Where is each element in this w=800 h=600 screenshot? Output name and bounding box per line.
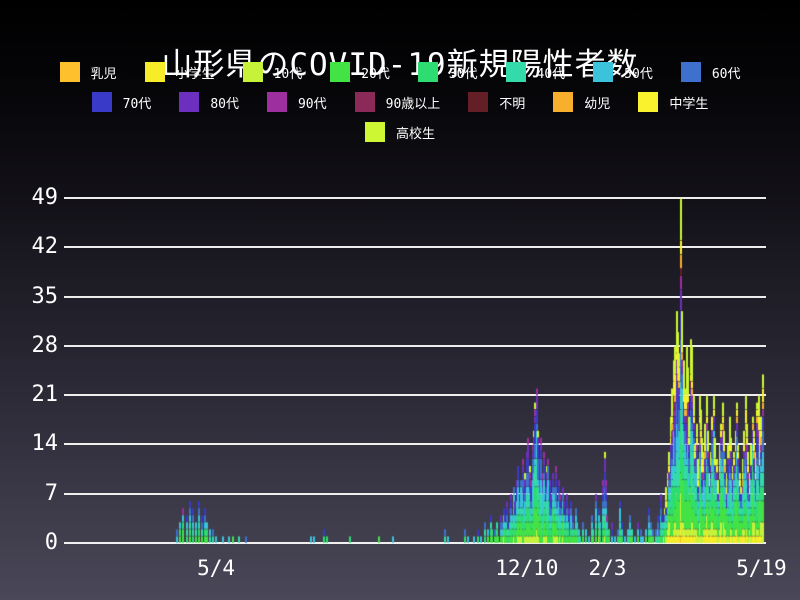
legend-label: 90歳以上 [385, 96, 441, 112]
y-tick-label: 0 [44, 530, 58, 555]
legend-row: 70代 80代 90代 90歳以上 不明 幼児 中学生 [91, 92, 708, 112]
legend-swatch-icon [417, 62, 438, 82]
legend-label: 小学生 [175, 66, 215, 82]
legend-item: 10代 [242, 62, 303, 82]
chart-title: 山形県のCOVID-19新規陽性者数 [161, 46, 639, 83]
legend-label: 高校生 [395, 126, 435, 142]
legend-row: 乳児 小学生 10代 20代 30代 40代 50代 60代 [59, 62, 741, 82]
bars-canvas [70, 190, 770, 546]
x-tick-label: 5/19 [736, 556, 787, 580]
legend-swatch-icon [59, 62, 80, 82]
legend-item: 40代 [505, 62, 566, 82]
legend-label: 不明 [499, 96, 526, 112]
legend-item: 30代 [417, 62, 478, 82]
legend-swatch-icon [354, 92, 375, 112]
legend-label: 20代 [361, 66, 390, 82]
legend-label: 乳児 [90, 66, 117, 82]
legend-swatch-icon [266, 92, 287, 112]
legend-swatch-icon [553, 92, 574, 112]
legend-item: 90歳以上 [354, 92, 441, 112]
legend-item: 不明 [468, 92, 525, 112]
legend-label: 40代 [536, 66, 566, 82]
legend-swatch-icon [505, 62, 526, 82]
legend-item: 小学生 [144, 62, 215, 82]
legend-item: 70代 [91, 92, 152, 112]
legend-label: 80代 [210, 96, 239, 112]
legend-item: 中学生 [638, 92, 708, 112]
legend-label: 30代 [448, 66, 478, 82]
legend-swatch-icon [242, 62, 263, 82]
legend-swatch-icon [179, 92, 200, 112]
x-tick-label: 5/4 [197, 556, 236, 580]
x-tick-label: 2/3 [588, 556, 627, 580]
legend-label: 中学生 [669, 96, 709, 112]
legend-row: 高校生 [364, 122, 435, 142]
legend-item: 20代 [330, 62, 390, 82]
y-tick-label: 49 [31, 185, 59, 210]
legend: 乳児 小学生 10代 20代 30代 40代 50代 60代 70代 80代 90代 90歳以上 不明 幼… [0, 62, 800, 142]
y-tick-label: 21 [31, 382, 59, 408]
legend-item: 幼児 [553, 92, 610, 112]
legend-item: 高校生 [364, 122, 435, 142]
legend-item: 90代 [266, 92, 327, 112]
x-tick-label: 12/10 [495, 556, 559, 580]
legend-swatch-icon [144, 62, 165, 82]
legend-swatch-icon [593, 62, 614, 82]
legend-swatch-icon [91, 92, 112, 112]
legend-item: 80代 [179, 92, 239, 112]
y-tick-label: 42 [31, 234, 59, 260]
legend-item: 乳児 [59, 62, 117, 82]
legend-swatch-icon [638, 92, 659, 112]
y-tick-label: 14 [31, 431, 59, 457]
y-tick-label: 28 [31, 332, 59, 358]
y-tick-label: 7 [44, 480, 58, 506]
legend-swatch-icon [680, 62, 701, 82]
legend-label: 70代 [122, 96, 152, 112]
legend-swatch-icon [364, 122, 385, 142]
legend-item: 50代 [593, 62, 653, 82]
y-tick-label: 35 [31, 283, 59, 309]
legend-label: 50代 [624, 66, 653, 82]
legend-label: 60代 [711, 66, 741, 82]
legend-label: 幼児 [584, 96, 611, 112]
legend-swatch-icon [468, 92, 489, 112]
legend-label: 10代 [273, 66, 303, 82]
legend-label: 90代 [297, 96, 327, 112]
legend-item: 60代 [680, 62, 741, 82]
legend-swatch-icon [330, 62, 351, 82]
